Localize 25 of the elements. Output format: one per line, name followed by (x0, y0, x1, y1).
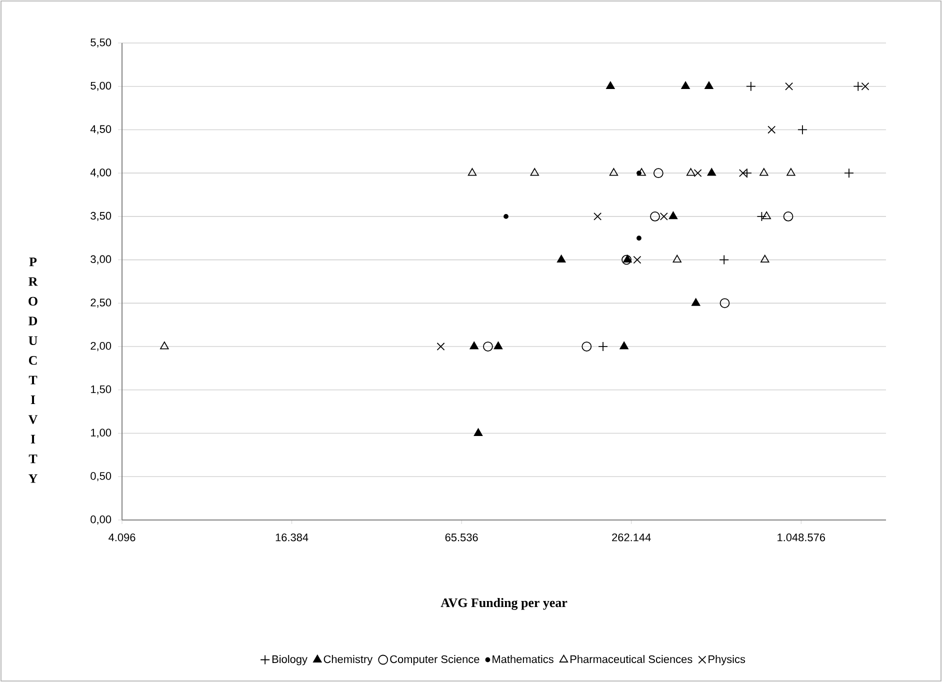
y-tick-label: 1,00 (91, 428, 112, 438)
y-tick-label: 0,00 (90, 515, 112, 525)
y-tick-label: 3,50 (90, 212, 112, 221)
x-tick-label: 16.384 (276, 534, 308, 542)
x-tick-label: 1.048.576 (778, 534, 826, 542)
legend-label: Pharmaceutical Sciences (570, 655, 692, 664)
legend-label: Physics (708, 655, 746, 666)
y-tick-label: 0,50 (90, 472, 112, 482)
y-tick-label: 5,00 (90, 82, 112, 91)
legend-label: Biology (272, 655, 308, 666)
y-tick-label: 3,00 (90, 255, 112, 264)
legend-label: Chemistry (324, 655, 373, 666)
y-tick-label: 4,50 (90, 125, 112, 134)
y-tick-label: 1,50 (91, 385, 112, 394)
x-tick-label: 65.536 (445, 534, 478, 542)
legend-label: Computer Science (390, 655, 480, 666)
legend-label: Mathematics (492, 655, 554, 664)
x-axis-title: AVG Funding per year (440, 598, 568, 610)
y-tick-label: 2,00 (90, 342, 112, 352)
y-tick-label: 4,00 (90, 168, 112, 178)
x-tick-label: 262.144 (612, 534, 651, 542)
x-tick-label: 4.096 (108, 534, 136, 542)
y-tick-label: 5,50 (90, 38, 112, 48)
y-tick-label: 2,50 (90, 298, 112, 308)
text: PRODUCTIVITY (28, 258, 38, 483)
